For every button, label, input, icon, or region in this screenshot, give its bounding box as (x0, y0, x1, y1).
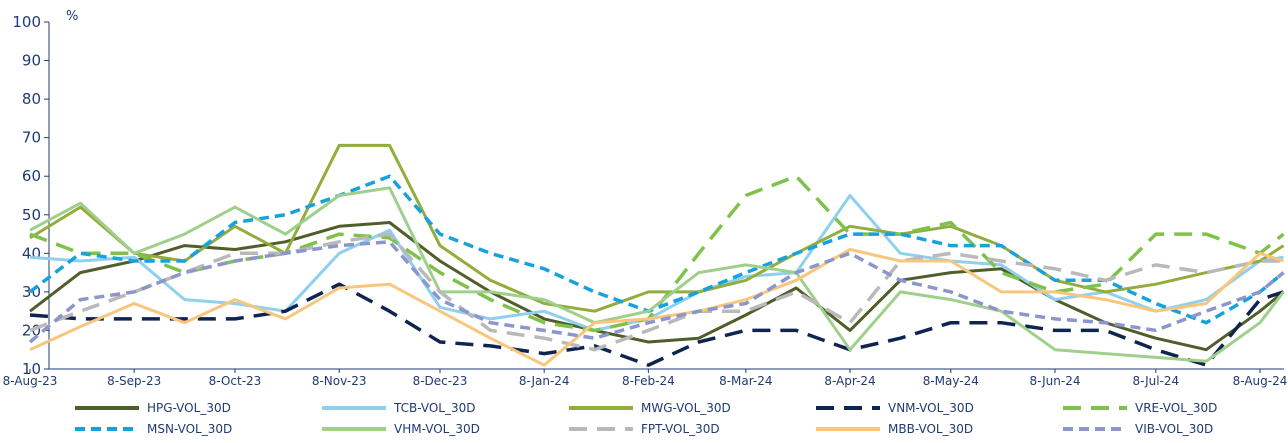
y-tick-label: 80 (22, 90, 41, 108)
legend-label-fpt-vol-30d: FPT-VOL_30D (641, 422, 720, 436)
series-line-vhm-vol-30d (29, 186, 1285, 363)
series-lines (28, 143, 1285, 367)
series-line-tcb-vol-30d (29, 194, 1284, 332)
x-axis-ticks: 8-Aug-23 8-Sep-23 8-Oct-23 8-Nov-23 8-Dec-23… (3, 369, 1288, 388)
x-tick-label: 8-Sep-23 (107, 374, 161, 388)
x-tick-label: 8-Jul-24 (1132, 374, 1179, 388)
y-tick-label: 70 (22, 129, 41, 147)
x-tick-label: 8-Nov-23 (312, 374, 367, 388)
legend-label-mbb-vol-30d: MBB-VOL_30D (888, 422, 973, 436)
legend-label-tcb-vol-30d: TCB-VOL_30D (393, 401, 476, 415)
x-tick-label: 8-Mar-24 (719, 374, 772, 388)
series-line-vnm-vol-30d (29, 282, 1285, 367)
legend: HPG-VOL_30D TCB-VOL_30D MWG-VOL_30D VNM-VOL… (75, 401, 1217, 436)
y-tick-label: 50 (22, 206, 41, 224)
series-line-mbb-vol-30d (29, 248, 1284, 367)
y-tick-label: 40 (22, 244, 41, 262)
x-tick-label: 8-Aug-24 (1233, 374, 1288, 388)
x-tick-label: 8-Aug-23 (3, 374, 58, 388)
series-line-vre-vol-30d (29, 174, 1285, 333)
legend-label-vre-vol-30d: VRE-VOL_30D (1135, 401, 1217, 415)
series-line-hpg-vol-30d (29, 221, 1285, 352)
x-tick-label: 8-Apr-24 (824, 374, 875, 388)
y-tick-label: 10 (22, 360, 41, 378)
y-axis-unit-label: % (66, 9, 78, 24)
x-tick-label: 8-May-24 (923, 374, 979, 388)
legend-label-vhm-vol-30d: VHM-VOL_30D (394, 422, 480, 436)
series-line-msn-vol-30d (28, 174, 1285, 325)
legend-label-mwg-vol-30d: MWG-VOL_30D (641, 401, 731, 415)
y-tick-label: 90 (22, 52, 41, 70)
x-tick-label: 8-Jun-24 (1030, 374, 1081, 388)
x-tick-label: 8-Dec-23 (413, 374, 468, 388)
x-tick-label: 8-Oct-23 (209, 374, 262, 388)
legend-label-msn-vol-30d: MSN-VOL_30D (147, 422, 232, 436)
x-tick-label: 8-Jan-24 (519, 374, 570, 388)
y-tick-label: 60 (22, 167, 41, 185)
x-tick-label: 8-Feb-24 (622, 374, 675, 388)
legend-label-hpg-vol-30d: HPG-VOL_30D (147, 401, 231, 415)
legend-label-vnm-vol-30d: VNM-VOL_30D (888, 401, 974, 415)
legend-label-vib-vol-30d: VIB-VOL_30D (1135, 422, 1213, 436)
y-tick-label: 100 (12, 13, 41, 31)
series-line-fpt-vol-30d (29, 232, 1284, 352)
